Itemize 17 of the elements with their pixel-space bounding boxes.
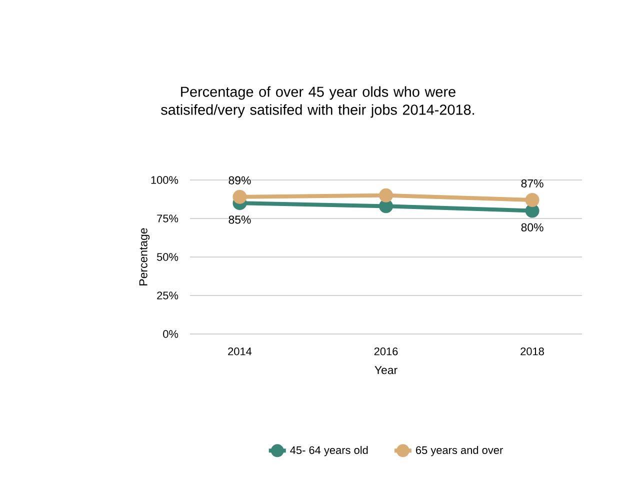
legend-label: 65 years and over [416,446,503,456]
y-tick-label: 75% [157,214,178,222]
data-label: 85% [228,216,251,224]
x-tick-label: 2014 [228,348,252,356]
chart-title: Percentage of over 45 year olds who were satisifed/very satisifed with their jobs 2014-2018. [161,86,474,118]
y-tick-label: 50% [156,253,178,261]
x-axis-title: Year [374,366,398,374]
data-label: 89% [228,176,251,184]
x-tick-label: 2016 [374,348,398,356]
data-label: 80% [521,223,544,232]
y-tick-label: 0% [163,330,178,338]
y-axis-title: Percentage [139,228,150,286]
data-label: 87% [521,179,544,188]
y-tick-label: 25% [157,292,178,300]
legend-label: 45- 64 years old [290,446,368,456]
x-tick-label: 2018 [520,348,544,356]
y-tick-label: 100% [151,176,178,184]
